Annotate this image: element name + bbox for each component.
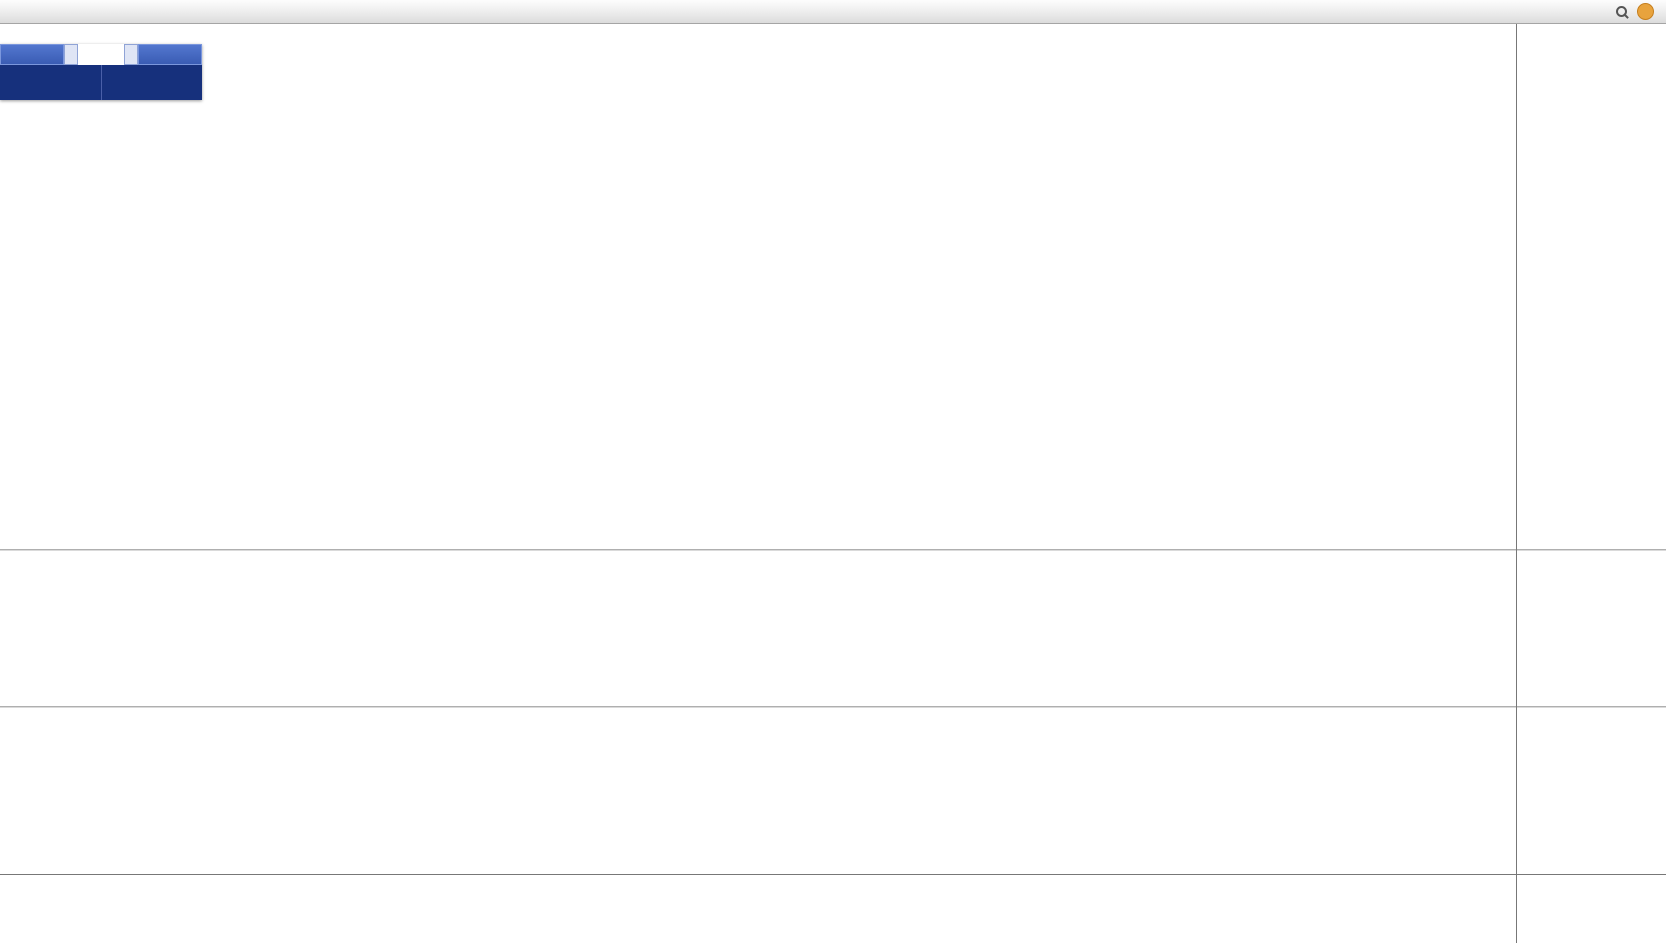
macd-pane-svg[interactable] bbox=[0, 551, 1516, 706]
pane-separator-rsi[interactable] bbox=[0, 706, 1516, 708]
toolbar bbox=[0, 0, 1666, 24]
axis-separator-1 bbox=[1517, 549, 1666, 551]
volume-input[interactable] bbox=[78, 44, 124, 65]
rsi-pane-svg[interactable] bbox=[0, 708, 1516, 874]
price-axis[interactable] bbox=[1516, 24, 1666, 943]
volume-decrease-button[interactable] bbox=[64, 44, 78, 65]
ask-price[interactable] bbox=[102, 65, 203, 100]
one-click-trading-panel bbox=[0, 44, 202, 100]
chart-area[interactable] bbox=[0, 24, 1516, 943]
sell-button[interactable] bbox=[0, 44, 64, 65]
buy-button[interactable] bbox=[138, 44, 202, 65]
axis-separator-3 bbox=[1517, 874, 1666, 875]
main-chart-svg[interactable] bbox=[0, 24, 1516, 549]
search-icon[interactable] bbox=[1615, 5, 1629, 19]
pane-separator-macd[interactable] bbox=[0, 549, 1516, 551]
volume-increase-button[interactable] bbox=[124, 44, 138, 65]
axis-separator-2 bbox=[1517, 706, 1666, 708]
notifications-badge[interactable] bbox=[1637, 3, 1654, 20]
quote-divider bbox=[100, 65, 102, 100]
bid-price[interactable] bbox=[0, 65, 101, 100]
toolbar-right bbox=[1615, 3, 1662, 20]
time-axis[interactable] bbox=[0, 874, 1516, 901]
